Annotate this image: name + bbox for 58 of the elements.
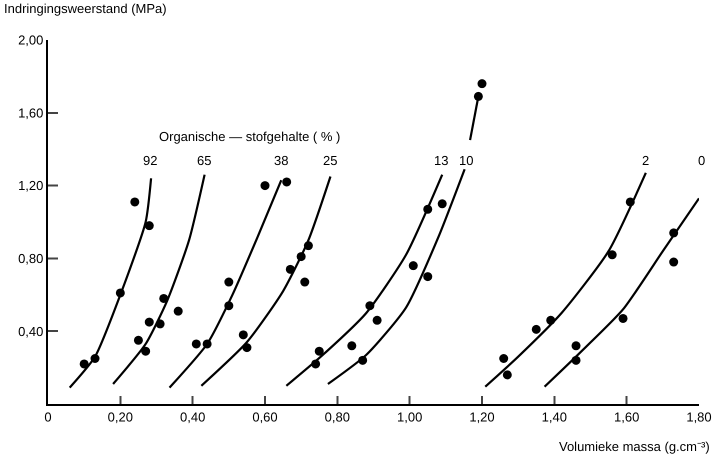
point [80, 359, 89, 368]
point [174, 306, 183, 316]
x-tick-label: 1,40 [542, 410, 567, 425]
x-tick-label: 1,20 [469, 410, 495, 425]
y-tick-label: 0,40 [18, 324, 44, 339]
y-tick-label: 1,60 [18, 105, 44, 120]
annotation: 10 [459, 153, 474, 168]
point [347, 341, 356, 350]
point [532, 324, 541, 334]
point [499, 354, 508, 363]
x-axis-title: Volumieke massa (g.cm⁻³) [559, 439, 710, 454]
x-tick-label: 0 [44, 410, 52, 425]
annotation: 2 [642, 153, 650, 168]
x-tick-label: 1,60 [614, 410, 640, 425]
point [608, 250, 617, 260]
x-tick-label: 1,00 [397, 410, 422, 425]
point [669, 258, 678, 267]
point [572, 341, 581, 350]
line-series [112, 174, 206, 386]
annotation: 13 [434, 153, 448, 168]
point [192, 339, 201, 348]
point [300, 278, 310, 287]
x-tick-label: 0,80 [324, 410, 350, 425]
y-tick-label: 1,20 [18, 178, 44, 194]
x-tick-label: 0,60 [252, 410, 278, 425]
line-series [200, 175, 332, 387]
line-series [68, 177, 152, 389]
point [260, 181, 270, 190]
annotation: 92 [143, 153, 158, 168]
point [144, 318, 154, 327]
annotation: 0 [698, 153, 706, 168]
y-tick-label: 2,00 [18, 32, 44, 48]
x-tick-label: 0,20 [108, 410, 133, 425]
point [130, 197, 140, 206]
point [438, 199, 447, 208]
annotation: 25 [323, 153, 338, 168]
annotation: 65 [197, 153, 212, 168]
line-series [285, 174, 444, 387]
x-tick-label: 0,40 [180, 410, 206, 425]
y-axis-title: Indringingsweerstand (MPa) [4, 1, 167, 16]
line-series [543, 197, 699, 388]
point [282, 177, 292, 186]
point [423, 272, 432, 282]
point [618, 314, 628, 323]
y-tick-label: 0,80 [18, 250, 44, 266]
annotation: 38 [274, 153, 288, 168]
point [238, 330, 248, 340]
point [478, 79, 486, 88]
annotation: Organische — stofgehalte ( % ) [159, 129, 340, 144]
point [134, 336, 143, 345]
point [372, 316, 382, 325]
point [314, 346, 324, 356]
point [408, 261, 418, 270]
point [144, 221, 154, 230]
line-series [484, 172, 647, 388]
x-tick-label: 1,80 [686, 410, 712, 425]
point [224, 278, 234, 287]
point [502, 370, 512, 380]
